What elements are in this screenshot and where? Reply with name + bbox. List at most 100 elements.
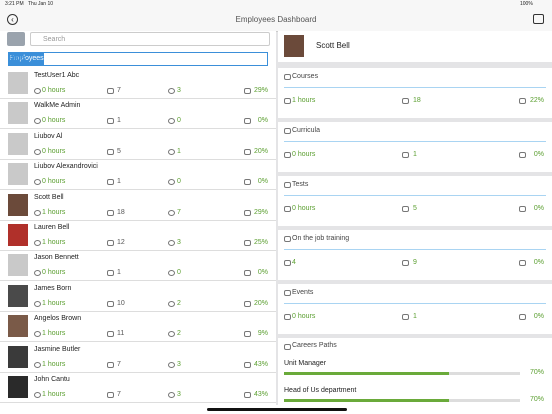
stat-icon [284,314,291,320]
hours-icon [34,179,41,186]
stat: 18 [413,97,421,104]
courses: 7 [117,87,121,94]
career-label: Head of Us department [284,387,357,394]
avatar [8,193,28,216]
tab[interactable]: Jobs [9,53,25,65]
hours-icon [34,148,41,155]
employee-row[interactable]: Liubov Alexandrovici 0 hours 1 0 0% [0,159,276,191]
section-icon [284,74,291,80]
courses-icon [107,361,114,368]
hours-icon [34,118,41,125]
employee-name: Liubov Alexandrovici [34,163,98,171]
stat: 9 [413,259,417,266]
section-title: Courses [292,73,319,80]
stat-icon [519,314,526,320]
tab[interactable]: Employees [9,53,44,65]
stat: 4 [292,259,296,266]
hours: 1 hours [42,391,66,398]
hours: 1 hours [42,360,66,368]
employee-row[interactable]: Liubov Al 0 hours 5 1 20% [0,129,276,160]
percent-icon [244,179,251,186]
courses: 7 [117,391,121,398]
courses: 1 [117,117,121,125]
print-button[interactable] [533,14,544,24]
employee-row[interactable]: Scott Bell 1 hours 18 7 29% [0,190,276,221]
completed-icon [168,118,175,125]
completed: 3 [177,87,181,94]
career-label: Unit Manager [284,360,327,367]
percent-icon [244,270,251,277]
hours: 1 hours [42,239,66,246]
courses-icon [107,179,114,186]
employee-row[interactable]: TestUser1 Abc 0 hours 7 3 29% [0,68,276,99]
avatar [8,72,28,94]
hours-icon [34,331,41,338]
section-icon [284,344,291,350]
back-button[interactable]: ‹ [7,14,18,25]
courses-icon [107,88,114,94]
completed-icon [168,179,175,186]
employee-name: TestUser1 Abc [34,72,80,79]
completed-icon [168,88,175,94]
section-title: Curricula [292,127,321,134]
search-box[interactable]: Search [30,32,270,46]
employee-row[interactable]: Jason Bennett 0 hours 1 0 0% [0,250,276,282]
hours: 1 hours [42,330,66,338]
employee-row[interactable]: WalkMe Admin 0 hours 1 0 0% [0,98,276,130]
section: Events 0 hours 1 0% [278,284,552,334]
hours-icon [34,240,41,246]
stat: 0% [533,205,544,212]
section: On the job training 4 9 0% [278,230,552,280]
stat: 1 [413,151,417,158]
careers-section: Careers Paths Unit Manager 70% Head of Us d… [278,338,552,406]
section-icon [284,182,291,188]
completed-icon [168,209,175,216]
hours-icon [34,88,41,94]
employee-row[interactable]: John Cantu 1 hours 7 3 43% [0,372,276,403]
percent: 29% [253,208,268,216]
percent: 9% [257,330,268,338]
percent: 25% [253,239,268,246]
stat: 0% [533,313,544,320]
section-title: Tests [292,181,309,188]
home-indicator [207,408,347,411]
progress-fill [284,372,450,375]
stat: 0% [533,259,544,266]
courses: 11 [117,330,125,338]
completed-icon [168,361,175,368]
page-title: Employees Dashboard [235,15,317,24]
employee-panel: TestUser1 Abc 0 hours 7 3 29% WalkMe Admin 0 h… [0,31,276,406]
section-title: On the job training [292,235,350,242]
divider [284,87,546,88]
hours-icon [34,392,41,398]
courses-icon [107,270,114,277]
status-battery: 100% [520,1,533,7]
filter-button[interactable] [7,32,25,46]
avatar [8,376,28,398]
progress-fill [284,399,450,402]
courses: 1 [117,269,121,277]
stat: 0 hours [292,151,316,158]
completed-icon [168,270,175,277]
completed: 0 [177,117,181,125]
completed-icon [168,331,175,338]
stat-icon [284,98,291,104]
status-date: Thu Jan 10 [28,1,54,7]
stat-icon [402,260,409,266]
employee-row[interactable]: Lauren Bell 1 hours 12 3 25% [0,220,276,251]
completed-icon [168,240,175,246]
courses-icon [107,331,114,338]
hours-icon [34,361,41,368]
hours: 0 hours [42,147,66,155]
percent: 0% [257,269,268,277]
avatar [8,163,28,186]
courses-icon [107,240,114,246]
employee-row[interactable]: James Born 1 hours 10 2 20% [0,281,276,312]
employee-name: Scott Bell [34,193,64,201]
employee-row[interactable]: Angelos Brown 1 hours 11 2 9% [0,311,276,343]
hours: 0 hours [42,87,66,94]
section: Courses 1 hours 18 22% [278,68,552,118]
courses: 18 [117,208,125,216]
employee-row[interactable]: Jasmine Butler 1 hours 7 3 43% [0,342,276,373]
